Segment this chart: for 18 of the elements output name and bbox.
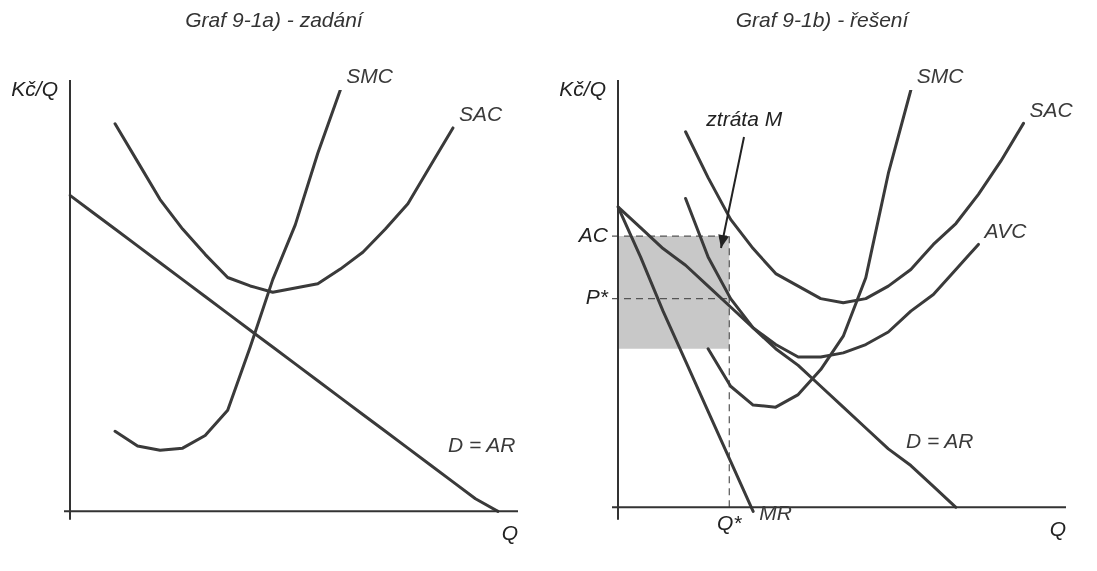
series-label: D = AR: [448, 432, 516, 456]
x-axis-title: Q: [501, 520, 518, 544]
y-axis-title: Kč/Q: [11, 77, 58, 101]
chart-title: Graf 9-1b) - řešení: [734, 7, 911, 33]
series-label: SAC: [458, 102, 503, 126]
ref-line-label: P*: [585, 285, 609, 309]
series-label: SMC: [916, 64, 965, 88]
text: Q*: [717, 510, 742, 534]
x-axis-title: Q: [1049, 516, 1066, 540]
series-label: D = AR: [905, 428, 974, 452]
series-label: MR: [759, 500, 792, 524]
series-label: SAC: [1029, 97, 1074, 121]
band-label: ztráta M: [705, 107, 783, 131]
chart-title: Graf 9-1a) - zadání: [184, 7, 365, 33]
series-label: AVC: [982, 218, 1028, 242]
series-label: SMC: [346, 64, 394, 88]
ref-line-label: AC: [576, 222, 609, 246]
y-axis-title: Kč/Q: [559, 77, 606, 101]
